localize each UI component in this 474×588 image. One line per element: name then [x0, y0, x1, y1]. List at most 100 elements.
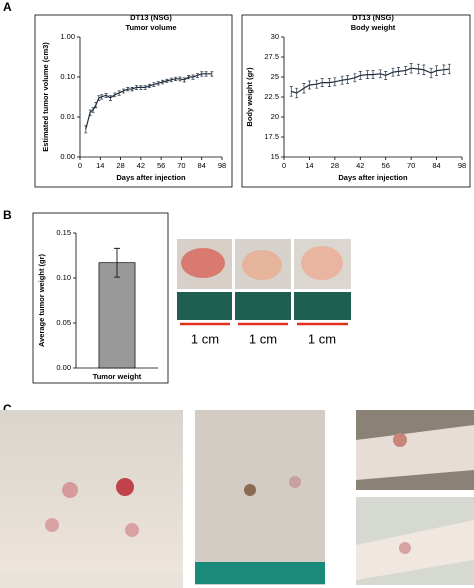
- error-bar: [130, 87, 134, 92]
- mouse-photos: [0, 410, 474, 588]
- scale-label: 1 cm: [249, 331, 277, 346]
- x-tick-label: 56: [157, 161, 165, 170]
- error-bar: [307, 80, 311, 90]
- error-bar: [371, 70, 375, 79]
- error-bar: [104, 93, 108, 98]
- error-bar: [442, 64, 446, 75]
- chart-title: DT13 (NSG): [130, 13, 172, 22]
- tumor-photos: [177, 239, 351, 326]
- error-bar: [210, 71, 214, 77]
- error-bar: [121, 88, 125, 94]
- x-tick-label: 42: [137, 161, 145, 170]
- y-tick-label: 0.10: [60, 72, 75, 81]
- chart-frame: [32, 212, 169, 384]
- error-bar: [174, 76, 178, 82]
- panel-label: B: [3, 208, 12, 222]
- x-axis-label: Days after injection: [116, 173, 186, 182]
- data-line: [291, 67, 450, 94]
- error-bar: [139, 85, 143, 90]
- error-bar: [114, 247, 120, 278]
- error-bar: [165, 78, 169, 84]
- error-bar: [315, 79, 319, 89]
- error-bar: [143, 85, 147, 90]
- y-axis-label: Body weight (gr): [245, 67, 254, 127]
- error-bar: [91, 107, 95, 113]
- y-tick-label: 0.15: [56, 228, 71, 237]
- error-bar: [447, 63, 451, 75]
- error-bar: [178, 76, 182, 82]
- bar: [98, 262, 136, 369]
- y-tick-label: 22.5: [264, 92, 279, 101]
- data-line: [85, 73, 212, 130]
- error-bar: [391, 67, 395, 77]
- error-bar: [409, 63, 413, 74]
- y-axis-label: Estimated tumor volume (cm3): [41, 42, 50, 152]
- error-bar: [358, 71, 362, 80]
- error-bar: [156, 81, 160, 86]
- error-bar: [340, 75, 344, 85]
- panel-label: C: [3, 402, 12, 416]
- error-bar: [295, 87, 299, 99]
- error-bar: [148, 83, 152, 89]
- x-tick-label: 70: [407, 161, 415, 170]
- error-bar: [320, 78, 324, 87]
- scale-label: 1 cm: [308, 331, 336, 346]
- error-bar: [97, 95, 101, 101]
- error-bar: [327, 78, 331, 87]
- y-tick-label: 15: [271, 152, 279, 161]
- error-bar: [396, 67, 400, 76]
- error-bar: [191, 74, 195, 80]
- chart-title: DT13 (NSG): [352, 13, 394, 22]
- error-bar: [135, 85, 139, 90]
- x-tick-label: 84: [432, 161, 440, 170]
- x-tick-label: 0: [78, 161, 82, 170]
- y-tick-label: 25: [271, 72, 279, 81]
- error-bar: [195, 73, 199, 78]
- y-tick-label: 17.5: [264, 132, 279, 141]
- x-tick-label: 70: [177, 161, 185, 170]
- error-bar: [333, 77, 337, 87]
- error-bar: [384, 71, 388, 80]
- chart-subtitle: Body weight: [351, 23, 396, 32]
- error-bar: [204, 71, 208, 77]
- x-tick-label: 84: [198, 161, 206, 170]
- error-bar: [378, 69, 382, 79]
- x-tick-label: Tumor weight: [93, 372, 142, 381]
- error-bar: [429, 67, 433, 79]
- y-tick-label: 30: [271, 32, 279, 41]
- error-bar: [187, 74, 191, 80]
- x-tick-label: 28: [116, 161, 124, 170]
- error-bar: [94, 102, 98, 109]
- error-bar: [152, 82, 156, 87]
- error-bar: [84, 125, 88, 134]
- error-bar: [108, 95, 112, 101]
- x-axis-label: Days after injection: [338, 173, 408, 182]
- scale-label: 1 cm: [191, 331, 219, 346]
- chart-subtitle: Tumor volume: [125, 23, 176, 32]
- error-bar: [100, 94, 104, 100]
- error-bar: [422, 64, 426, 75]
- y-tick-label: 20: [271, 112, 279, 121]
- chart-frame: [241, 14, 471, 188]
- error-bar: [88, 109, 92, 116]
- y-tick-label: 0.05: [56, 318, 71, 327]
- x-tick-label: 14: [96, 161, 104, 170]
- error-bar: [200, 71, 204, 77]
- chart-frame: [34, 14, 233, 188]
- y-tick-label: 0.10: [56, 273, 71, 282]
- y-tick-label: 27.5: [264, 52, 279, 61]
- error-bar: [435, 65, 439, 76]
- error-bar: [404, 66, 408, 75]
- y-axis-label: Average tumor weight (gr): [37, 253, 46, 347]
- y-tick-label: 0.01: [60, 112, 75, 121]
- x-tick-label: 14: [305, 161, 313, 170]
- x-tick-label: 0: [282, 161, 286, 170]
- error-bar: [302, 83, 306, 94]
- y-tick-label: 1.00: [60, 32, 75, 41]
- x-tick-label: 42: [356, 161, 364, 170]
- panel-label: A: [3, 0, 12, 14]
- error-bar: [353, 73, 357, 83]
- error-bar: [117, 90, 121, 96]
- error-bar: [182, 77, 186, 83]
